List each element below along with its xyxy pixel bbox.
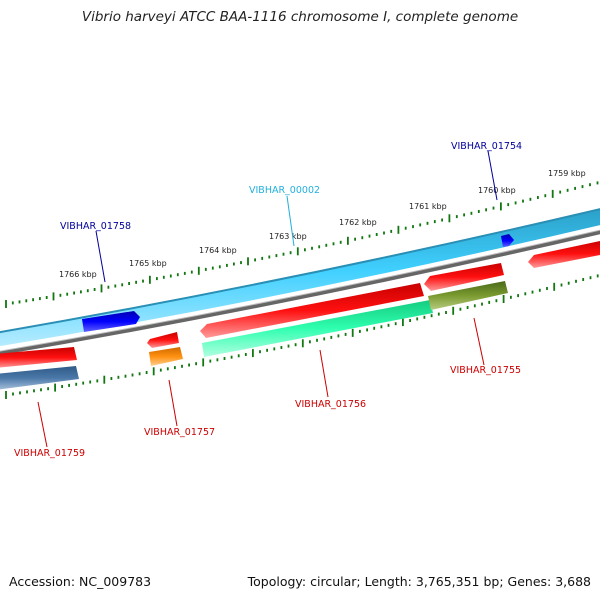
inner-tick-ring — [5, 274, 599, 399]
scale-label-1762: 1762 kbp — [339, 218, 377, 227]
gene-labels: VIBHAR_01754 VIBHAR_00002 VIBHAR_01758 V… — [14, 141, 522, 459]
gene-vibhar-01755-cds-red[interactable] — [424, 263, 504, 291]
gene-vibhar-01758-feature[interactable] — [82, 311, 140, 332]
accession-text: Accession: NC_009783 — [9, 574, 152, 589]
outer-tick-ring — [5, 181, 599, 308]
genome-backbone — [0, 230, 600, 356]
gene-vibhar-01757-orange-feature[interactable] — [149, 347, 183, 366]
scale-label-1761: 1761 kbp — [409, 202, 447, 211]
label-vibhar-01755[interactable]: VIBHAR_01755 — [450, 365, 521, 376]
label-vibhar-01757[interactable]: VIBHAR_01757 — [144, 427, 215, 438]
gene-vibhar-01754-feature[interactable] — [501, 234, 514, 247]
gene-vibhar-01759-steel-feature[interactable] — [0, 366, 79, 390]
label-vibhar-01754[interactable]: VIBHAR_01754 — [451, 141, 522, 152]
label-vibhar-01756[interactable]: VIBHAR_01756 — [295, 399, 366, 410]
gene-right-cds-red[interactable] — [528, 240, 600, 268]
scale-label-1763: 1763 kbp — [269, 232, 307, 241]
scale-labels: 1759 kbp 1760 kbp 1761 kbp 1762 kbp 1763… — [59, 169, 586, 279]
label-vibhar-00002[interactable]: VIBHAR_00002 — [249, 185, 320, 196]
gene-vibhar-01755-olive-feature[interactable] — [428, 281, 508, 310]
gene-vibhar-01756-green-feature[interactable] — [202, 300, 433, 357]
gene-vibhar-01759-cds-red[interactable] — [0, 347, 77, 368]
label-leader-lines — [37, 150, 498, 448]
label-vibhar-01759[interactable]: VIBHAR_01759 — [14, 448, 85, 459]
scale-label-1765: 1765 kbp — [129, 259, 167, 268]
gene-vibhar-01757-cds-red[interactable] — [147, 332, 179, 348]
scale-label-1766: 1766 kbp — [59, 270, 97, 279]
scale-label-1759: 1759 kbp — [548, 169, 586, 178]
scale-label-1764: 1764 kbp — [199, 246, 237, 255]
backbone-highlight — [0, 229, 600, 352]
gene-vibhar-01756-cds-red[interactable] — [200, 283, 424, 338]
scale-label-1760: 1760 kbp — [478, 186, 516, 195]
forward-strand-band-edge — [0, 208, 600, 334]
label-vibhar-01758[interactable]: VIBHAR_01758 — [60, 221, 131, 232]
map-title: Vibrio harveyi ATCC BAA-1116 chromosome … — [81, 9, 519, 25]
genome-summary-text: Topology: circular; Length: 3,765,351 bp… — [247, 574, 591, 589]
